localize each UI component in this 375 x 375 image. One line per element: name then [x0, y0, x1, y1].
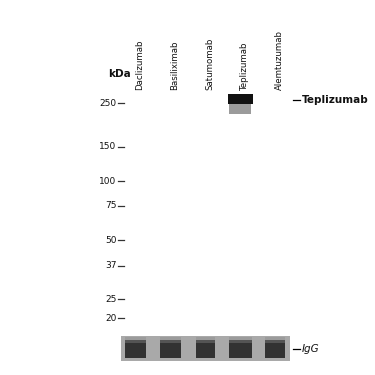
Bar	[125, 338, 146, 344]
Text: IgG: IgG	[302, 344, 320, 354]
Text: 75: 75	[105, 201, 116, 210]
Bar	[229, 338, 252, 344]
Text: 100: 100	[99, 177, 116, 186]
Text: 37: 37	[105, 261, 116, 270]
Text: 20: 20	[105, 314, 116, 322]
Text: kDa: kDa	[108, 69, 131, 80]
Bar	[160, 340, 181, 358]
Text: Basiliximab: Basiliximab	[170, 40, 179, 90]
Text: 150: 150	[99, 142, 116, 151]
Text: Daclizumab: Daclizumab	[136, 40, 145, 90]
Bar	[125, 340, 146, 358]
Text: Alemtuzumab: Alemtuzumab	[275, 30, 284, 90]
Bar	[265, 340, 285, 358]
Bar	[265, 338, 285, 344]
Bar	[229, 340, 252, 358]
Text: Teplizumab: Teplizumab	[302, 95, 369, 105]
Bar	[121, 336, 290, 362]
Bar	[229, 103, 251, 114]
Text: 50: 50	[105, 236, 116, 244]
Text: Satumomab: Satumomab	[206, 38, 214, 90]
Text: Teplizumab: Teplizumab	[240, 42, 249, 90]
Bar	[196, 340, 215, 358]
Bar	[196, 338, 215, 344]
Text: 25: 25	[105, 295, 116, 304]
Bar	[228, 92, 253, 104]
Text: 250: 250	[99, 99, 116, 108]
Bar	[160, 338, 181, 344]
